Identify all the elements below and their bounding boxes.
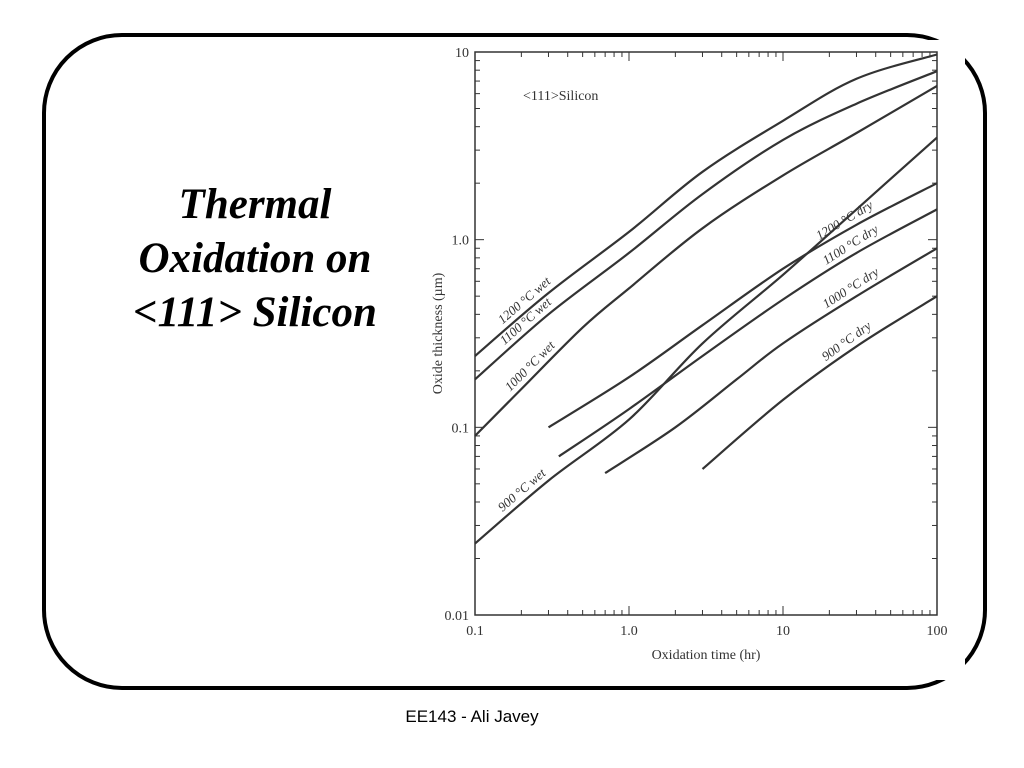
slide-title: Thermal Oxidation on <111> Silicon <box>110 178 400 340</box>
y-tick-label: 1.0 <box>452 234 470 249</box>
y-tick-label: 10 <box>455 46 469 61</box>
series-label-1000-c-wet: 1000 °C wet <box>502 337 558 394</box>
series-label-900-c-wet: 900 °C wet <box>495 465 549 514</box>
series-line-1200-c-wet <box>474 53 938 357</box>
slide-title-line-2: Oxidation on <box>138 235 372 282</box>
series-line-1200-c-dry <box>547 182 938 429</box>
slide-footer: EE143 - Ali Javey <box>405 707 539 726</box>
slide-title-line-1: Thermal <box>178 181 332 228</box>
slide-title-line-3: <111> Silicon <box>133 289 377 336</box>
chart-annotation: <111>Silicon <box>523 89 598 104</box>
x-tick-label: 100 <box>927 624 948 639</box>
series-line-1000-c-wet <box>474 84 938 437</box>
series-line-900-c-wet <box>474 136 938 545</box>
slide-frame <box>42 33 987 690</box>
plot-frame <box>474 51 938 616</box>
series-line-1000-c-dry <box>604 247 938 475</box>
x-axis-label: Oxidation time (hr) <box>652 648 761 663</box>
y-tick-label: 0.1 <box>452 421 470 436</box>
series-line-1100-c-wet <box>474 70 938 381</box>
series-line-1100-c-dry <box>558 208 938 458</box>
x-tick-label: 0.1 <box>466 624 484 639</box>
x-tick-label: 1.0 <box>620 624 638 639</box>
x-tick-label: 10 <box>776 624 790 639</box>
y-axis-label: Oxide thickness (µm) <box>431 272 446 394</box>
y-tick-label: 0.01 <box>445 609 470 624</box>
series-line-900-c-dry <box>701 295 938 470</box>
